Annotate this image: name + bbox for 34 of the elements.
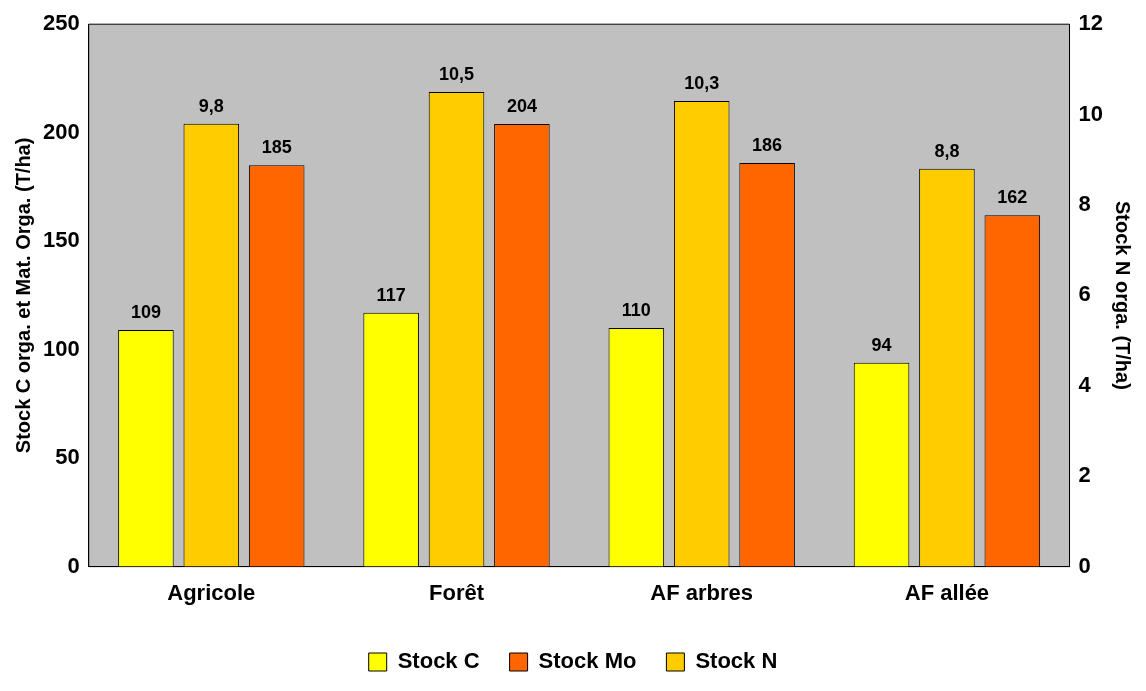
y2-tick-label: 8 [1078,191,1091,217]
legend-label: Stock N [695,648,778,674]
y-tick-label: 100 [42,335,80,361]
data-label: 117 [376,284,406,305]
y2-tick-label: 12 [1078,10,1104,36]
legend-label: Stock C [397,648,480,674]
data-label: 10,3 [684,73,720,94]
data-label: 204 [506,95,537,116]
y2-tick-label: 10 [1078,100,1104,126]
y-tick-label: 250 [42,10,80,36]
y2-axis-title: Stock N orga. (T/ha) [1112,200,1135,390]
data-label: 186 [752,135,783,156]
x-tick-label: Agricole [167,579,256,605]
data-label: 10,5 [438,63,475,84]
data-label: 162 [997,187,1028,208]
y-tick-label: 50 [55,444,80,470]
y2-tick-label: 0 [1078,552,1091,578]
data-label: 8,8 [934,140,960,161]
y2-tick-label: 4 [1078,371,1092,397]
data-label: 110 [621,299,651,320]
y-tick-label: 0 [67,552,80,578]
data-label: 9,8 [198,95,224,116]
y-tick-label: 200 [42,118,80,144]
x-tick-label: Forêt [429,579,485,605]
y2-tick-label: 2 [1078,462,1091,488]
data-label: 94 [871,334,892,355]
y-axis-title: Stock C orga. et Mat. Orga. (T/ha) [11,137,34,454]
data-label: 185 [261,137,292,158]
y2-tick-label: 6 [1078,281,1091,307]
data-label: 109 [130,302,161,323]
x-tick-label: AF allée [904,579,990,605]
legend-label: Stock Mo [538,648,637,674]
x-tick-label: AF arbres [650,579,754,605]
y-tick-label: 150 [42,227,80,253]
